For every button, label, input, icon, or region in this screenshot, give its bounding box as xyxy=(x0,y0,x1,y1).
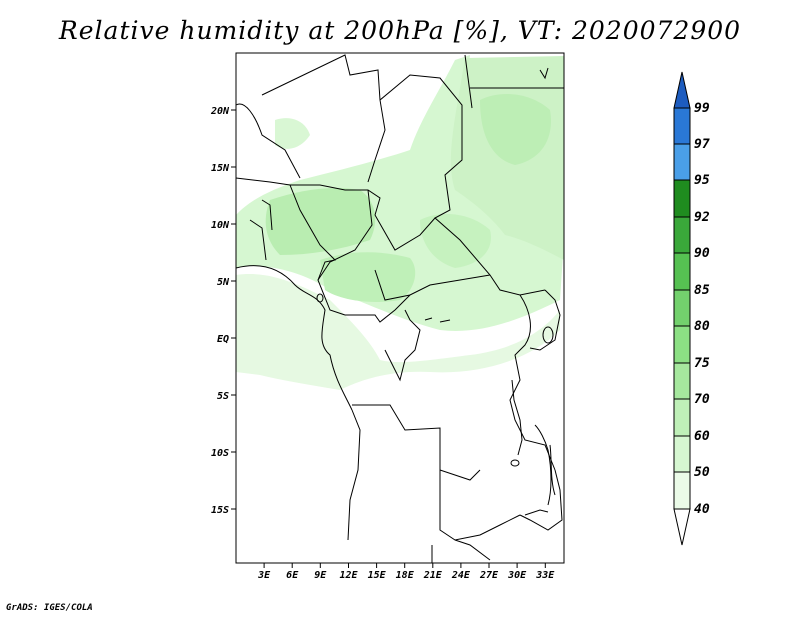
colorbar xyxy=(673,71,691,546)
colorbar-box xyxy=(673,289,691,327)
colorbar-box xyxy=(673,216,691,254)
lat-tick-label: 15N xyxy=(211,163,230,174)
lon-tick-label: 6E xyxy=(286,570,299,581)
colorbar-label: 90 xyxy=(694,246,710,261)
lat-tick-label: 10N xyxy=(211,220,230,231)
colorbar-bottom-triangle xyxy=(673,508,691,546)
colorbar-label: 99 xyxy=(694,101,710,116)
colorbar-label: 60 xyxy=(694,429,710,444)
colorbar-label: 95 xyxy=(694,173,710,188)
lon-tick-label: 21E xyxy=(423,570,443,581)
lat-tick-label: EQ xyxy=(217,334,229,345)
lon-tick-label: 24E xyxy=(451,570,471,581)
colorbar-label: 50 xyxy=(694,465,710,480)
software-credit: GrADS: IGES/COLA xyxy=(6,603,93,613)
colorbar-label: 70 xyxy=(694,392,710,407)
colorbar-box xyxy=(673,325,691,364)
lat-tick-label: 10S xyxy=(211,448,229,459)
lon-tick-label: 9E xyxy=(314,570,327,581)
humidity-shading xyxy=(236,55,564,390)
colorbar-label: 97 xyxy=(694,137,710,152)
lon-tick-label: 12E xyxy=(339,570,358,581)
lat-tick-label: 15S xyxy=(211,505,229,516)
colorbar-box xyxy=(673,435,691,473)
lat-tick-label: 20N xyxy=(210,106,230,117)
map-title: Relative humidity at 200hPa [%], VT: 202… xyxy=(58,16,742,45)
lat-tick-label: 5N xyxy=(217,277,230,288)
lon-tick-label: 18E xyxy=(396,570,415,581)
colorbar-top-triangle xyxy=(673,71,691,109)
colorbar-label: 92 xyxy=(694,210,710,225)
lat-tick-labels: 20N 15N 10N 5N EQ 5S 10S 15S xyxy=(210,106,230,516)
lake-outlines xyxy=(316,67,554,516)
colorbar-box xyxy=(673,471,691,510)
lon-tick-labels: 3E 6E 9E 12E 15E 18E 21E 24E 27E 30E 33E xyxy=(257,570,555,581)
colorbar-box xyxy=(673,398,691,437)
colorbar-box xyxy=(673,179,691,218)
lat-tick-label: 5S xyxy=(217,391,229,402)
colorbar-box xyxy=(673,252,691,291)
country-borders xyxy=(235,54,564,563)
lon-tick-label: 3E xyxy=(257,570,271,581)
colorbar-box xyxy=(673,107,691,145)
colorbar-labels: 40 50 60 70 75 80 85 90 92 95 97 99 xyxy=(694,101,710,517)
colorbar-label: 85 xyxy=(694,283,710,298)
colorbar-label: 80 xyxy=(694,319,710,334)
lat-ticks xyxy=(231,109,236,510)
lon-tick-label: 30E xyxy=(507,570,527,581)
colorbar-label: 40 xyxy=(694,502,710,517)
colorbar-box xyxy=(673,143,691,181)
lon-tick-label: 27E xyxy=(479,570,499,581)
colorbar-box xyxy=(673,362,691,400)
lon-tick-label: 33E xyxy=(535,570,555,581)
colorbar-label: 75 xyxy=(694,356,710,371)
map-frame xyxy=(235,52,565,564)
lon-tick-label: 15E xyxy=(368,570,387,581)
lon-ticks xyxy=(263,563,546,568)
